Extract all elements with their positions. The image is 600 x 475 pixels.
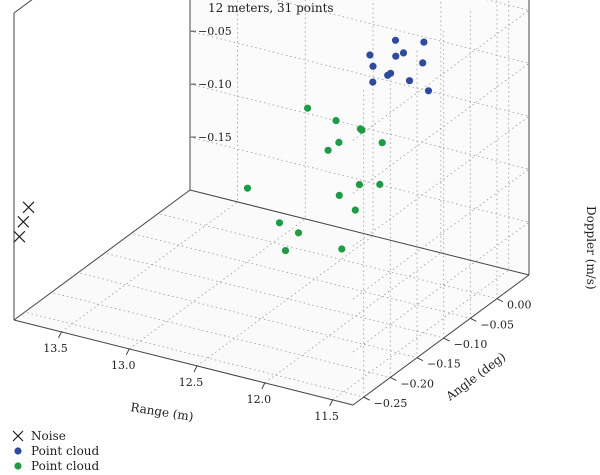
y-tick-mark — [390, 376, 397, 381]
cloud-point — [405, 77, 414, 85]
cloud-point — [281, 247, 290, 255]
z-axis-label: Doppler (m/s) — [584, 206, 598, 290]
x-tick-mark — [58, 331, 62, 339]
grid-line-z — [352, 0, 530, 141]
cloud-point — [355, 181, 363, 189]
legend-marker-dot — [14, 447, 22, 455]
y-tick-mark — [496, 298, 504, 303]
y-tick-mark — [443, 337, 450, 342]
cloud-point — [275, 219, 284, 227]
cloud-point — [335, 138, 343, 146]
z-tick-label: −0.05 — [198, 25, 232, 38]
grid-line-z — [274, 0, 530, 194]
cloud-point — [376, 180, 384, 188]
y-tick-mark — [363, 396, 370, 401]
grid-line-x — [129, 0, 306, 350]
y-tick-label: 0.00 — [507, 299, 532, 312]
legend-label: Point cloud — [31, 444, 100, 458]
x-tick-label: 12.5 — [179, 376, 204, 389]
grid-line-z — [189, 83, 530, 300]
x-tick-label: 13.5 — [43, 342, 68, 355]
y-tick-mark — [416, 357, 424, 362]
x-tick-mark — [261, 382, 266, 390]
cloud-point — [294, 229, 303, 237]
cloud-point — [304, 104, 312, 112]
noise-point-stroke — [17, 215, 30, 228]
noise-point — [22, 201, 35, 214]
x-tick-mark — [329, 399, 334, 407]
grid-line-x — [61, 0, 238, 333]
axes-edge — [13, 0, 33, 14]
cloud-point — [369, 62, 377, 70]
axes-edge — [352, 274, 530, 406]
noise-point — [17, 215, 30, 228]
cloud-point — [366, 51, 374, 59]
cloud-point — [332, 117, 340, 125]
cloud-point — [424, 87, 433, 95]
x-tick-mark — [193, 365, 198, 373]
cloud-point — [392, 52, 400, 60]
legend-label: Noise — [31, 429, 66, 443]
x-tick-mark — [125, 348, 130, 356]
noise-point-stroke — [13, 230, 26, 243]
cloud-point — [243, 184, 252, 192]
axes-panes — [14, 0, 529, 405]
x-tick-label: 11.5 — [314, 410, 339, 423]
grid-line-z — [189, 136, 530, 353]
cloud-point — [356, 125, 364, 133]
grid-line-x — [196, 0, 374, 367]
cloud-point — [324, 146, 332, 154]
cloud-point — [338, 245, 346, 253]
cloud-point — [399, 49, 408, 57]
cloud-point — [369, 78, 377, 86]
legend-marker-x — [12, 430, 24, 442]
x-tick-label: 12.0 — [247, 393, 272, 406]
y-tick-label: −0.25 — [374, 397, 408, 410]
cloud-point — [419, 59, 427, 67]
data-points — [13, 36, 433, 255]
axes-edge — [13, 189, 191, 321]
axes-edge — [13, 319, 354, 406]
grid-line-x — [332, 0, 510, 401]
y-tick-label: −0.10 — [454, 338, 488, 351]
chart-title: 12 meters, 31 points — [208, 1, 334, 15]
y-tick-mark — [470, 317, 477, 322]
y-tick-label: −0.20 — [400, 377, 434, 390]
grid-line-x — [264, 0, 442, 384]
grid-line-z — [189, 30, 530, 247]
legend-marker-dot — [14, 462, 22, 470]
cloud-point — [420, 38, 428, 46]
side-pane — [353, 0, 529, 405]
z-tick-label: −0.15 — [198, 131, 232, 144]
noise-point — [13, 230, 26, 243]
x-tick-label: 13.0 — [111, 359, 136, 372]
legend-label: Point cloud — [31, 459, 100, 473]
tick-labels: 11.5 12.0 12.5 13.0 13.5 −0.25 −0.20 −0.15 −0.10… — [43, 25, 532, 423]
cloud-point — [391, 36, 400, 44]
cloud-point — [351, 206, 359, 214]
x-axis-label: Range (m) — [130, 400, 195, 424]
cloud-point — [378, 139, 386, 147]
axes-box — [13, 0, 530, 406]
y-tick-label: −0.15 — [427, 358, 461, 371]
axes-edge — [189, 189, 530, 276]
z-tick-label: −0.10 — [198, 78, 232, 91]
cloud-point — [384, 71, 392, 79]
noise-point-stroke — [22, 201, 35, 214]
cloud-point — [335, 191, 343, 199]
y-tick-label: −0.05 — [480, 318, 514, 331]
